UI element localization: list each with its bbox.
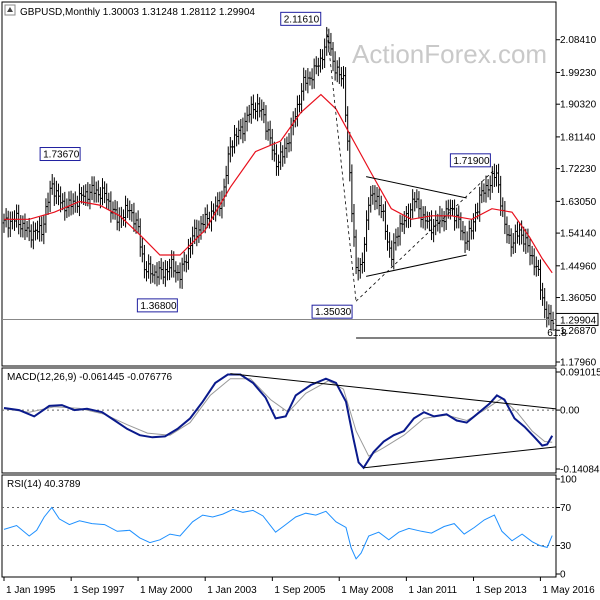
price-tick-label: 1.99230 [560,68,597,79]
macd-tick-label: 0.00 [560,406,580,417]
rsi-tick-label: 30 [560,541,572,552]
rsi-lines [3,506,553,560]
x-tick-label: 1 May 2016 [542,585,595,596]
symbol-toggle-icon[interactable] [4,4,16,16]
price-label-frame [136,298,178,313]
x-axis: 1 Jan 1995 1 Sep 1997 1 May 2000 1 Jan 2003… [3,577,595,596]
x-tick-label: 1 Jan 2003 [207,585,257,596]
price-label-box: 1.73670 [39,147,81,162]
price-label-text: 1.35030 [315,307,352,318]
price-labels: 2.11610 1.73670 1.36800 1.35030 1.71900 1.299… [39,11,599,339]
x-tick-label: 1 Jan 2011 [408,585,457,596]
rsi-tick-label: 100 [560,475,577,486]
price-label-frame [39,147,81,162]
wave-connector-line [326,28,357,302]
x-tick-label: 1 May 2008 [341,585,394,596]
price-label-box: 1.36800 [136,298,178,313]
current-price-tag: 1.29904 [555,312,599,326]
price-bars [2,26,555,331]
triangle-upper-line [366,176,467,199]
macd-panel-header: MACD(12,26,9) -0.061445 -0.076776 [7,372,173,383]
price-label-frame [311,304,353,319]
triangle-lower-line [366,254,467,277]
x-tick-label: 1 Sep 2005 [274,585,326,596]
price-axis: 2.08410 1.99230 1.90320 1.81140 1.72230 1.630… [556,35,597,369]
macd-tick-label: 0.091015 [560,368,600,379]
moving-average [4,93,553,274]
macd-upper-trendline [230,373,557,410]
rsi-axis: 100 70 30 0 [2,475,577,581]
price-label-text: 1.71900 [453,156,490,167]
price-tick-label: 2.08410 [560,35,597,46]
price-tick-label: 1.26870 [560,326,597,337]
x-tick-label: 1 Sep 1997 [73,585,125,596]
wave-connector-line [355,169,495,302]
price-label-frame [280,11,322,26]
x-tick-label: 1 Sep 2013 [476,585,528,596]
current-price-tag-text: 1.29904 [560,315,597,326]
macd-panel-frame [1,367,557,474]
price-panel-header: GBPUSD,Monthly 1.30003 1.31248 1.28112 1… [20,7,255,18]
price-tick-label: 1.44960 [560,261,597,272]
price-tick-label: 1.90320 [560,100,597,111]
watermark-text: ActionForex.com [352,39,547,69]
price-label-box: 1.71900 [449,153,491,168]
rsi-tick-label: 0 [560,570,566,581]
x-tick-label: 1 May 2000 [140,585,193,596]
moving-average-line [4,93,553,274]
rsi-line [3,506,553,560]
price-label-box: 2.11610 [280,11,322,26]
macd-tick-label: -0.140843 [560,465,600,476]
macd-main-line [3,373,554,470]
price-tick-label: 1.63050 [560,197,597,208]
current-price-tag-frame [555,312,599,326]
fib-label: 61.8 [547,328,567,339]
macd-lower-trendline [363,446,557,469]
price-tick-label: 1.36050 [560,293,597,304]
price-tick-label: 1.17960 [560,358,597,369]
rsi-tick-label: 70 [560,503,572,514]
price-label-text: 1.73670 [43,150,80,161]
price-label-text: 2.11610 [284,14,320,25]
price-label-box: 1.35030 [311,304,353,319]
macd-lines [3,373,557,470]
macd-signal-line [3,378,553,457]
price-label-frame [449,153,491,168]
price-tick-label: 1.81140 [560,132,596,143]
price-tick-label: 1.54140 [560,229,597,240]
price-tick-label: 1.72230 [560,164,597,175]
macd-axis: 0.091015 0.00 -0.140843 [2,368,600,476]
price-panel-frame [1,1,557,367]
x-tick-label: 1 Jan 1995 [6,585,56,596]
rsi-panel-frame [1,474,557,578]
price-trendlines [2,28,556,339]
rsi-panel-header: RSI(14) 40.3789 [7,479,81,490]
price-label-text: 1.36800 [140,301,177,312]
